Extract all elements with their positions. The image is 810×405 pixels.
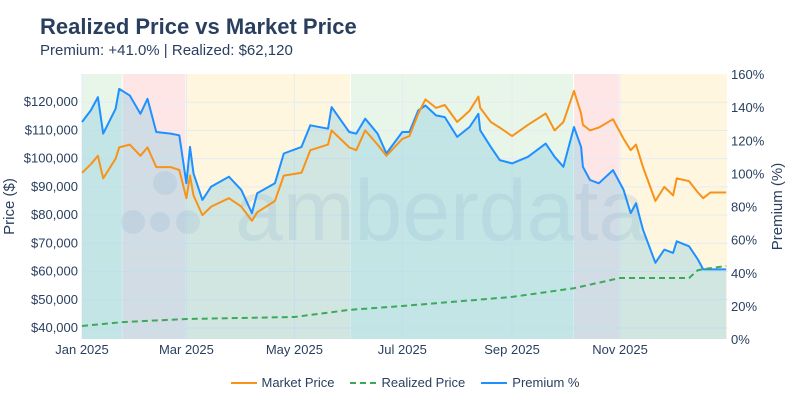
watermark-text: amberdata bbox=[235, 163, 646, 259]
y-tick-label: $60,000 bbox=[31, 264, 78, 279]
y-tick-label: $120,000 bbox=[24, 94, 78, 109]
y-tick-label: $100,000 bbox=[24, 151, 78, 166]
y-tick-label: $80,000 bbox=[31, 207, 78, 222]
y2-tick-label: 120% bbox=[731, 133, 765, 148]
premium-area-fill bbox=[82, 88, 727, 340]
y-tick-label: $50,000 bbox=[31, 292, 78, 307]
legend-swatch bbox=[230, 381, 257, 384]
legend-item[interactable]: Market Price bbox=[230, 375, 335, 390]
legend-swatch bbox=[481, 381, 508, 384]
x-tick-label: Jul 2025 bbox=[378, 342, 427, 357]
y2-axis-title: Premium (%) bbox=[769, 163, 786, 251]
x-tick-label: May 2025 bbox=[266, 342, 323, 357]
series-line-premium- bbox=[81, 87, 727, 271]
y2-tick-label: 60% bbox=[731, 233, 757, 248]
y-axis-title: Price ($) bbox=[1, 178, 18, 235]
x-tick-label: Sep 2025 bbox=[484, 342, 540, 357]
y2-tick-label: 100% bbox=[731, 166, 765, 181]
legend-item[interactable]: Premium % bbox=[481, 375, 579, 390]
legend-label: Market Price bbox=[261, 375, 335, 390]
y-tick-label: $90,000 bbox=[31, 179, 78, 194]
y-tick-label: $110,000 bbox=[25, 122, 78, 137]
regime-region bbox=[122, 74, 186, 339]
y2-tick-label: 80% bbox=[731, 200, 757, 215]
y2-tick-label: 140% bbox=[731, 100, 765, 115]
legend-label: Realized Price bbox=[381, 375, 466, 390]
y-tick-label: $40,000 bbox=[31, 320, 78, 335]
watermark-logo-icon bbox=[121, 171, 200, 234]
legend: Market Price Realized Price Premium % bbox=[0, 375, 810, 390]
x-tick-label: Jan 2025 bbox=[55, 342, 109, 357]
x-tick-label: Mar 2025 bbox=[159, 342, 214, 357]
legend-label: Premium % bbox=[512, 375, 580, 390]
x-tick-label: Nov 2025 bbox=[592, 342, 648, 357]
chart-subtitle: Premium: +41.0% | Realized: $62,120 bbox=[40, 42, 293, 59]
legend-item[interactable]: Realized Price bbox=[350, 375, 465, 390]
y2-tick-label: 40% bbox=[731, 266, 757, 281]
series-line-market-price bbox=[81, 89, 727, 222]
series-line-realized-price bbox=[81, 264, 727, 327]
y2-tick-label: 20% bbox=[731, 299, 757, 314]
legend-swatch bbox=[350, 381, 377, 384]
y-tick-label: $70,000 bbox=[31, 235, 78, 250]
y2-tick-label: 160% bbox=[731, 67, 765, 82]
y2-tick-label: 0% bbox=[731, 332, 750, 347]
chart-title: Realized Price vs Market Price bbox=[40, 14, 357, 39]
